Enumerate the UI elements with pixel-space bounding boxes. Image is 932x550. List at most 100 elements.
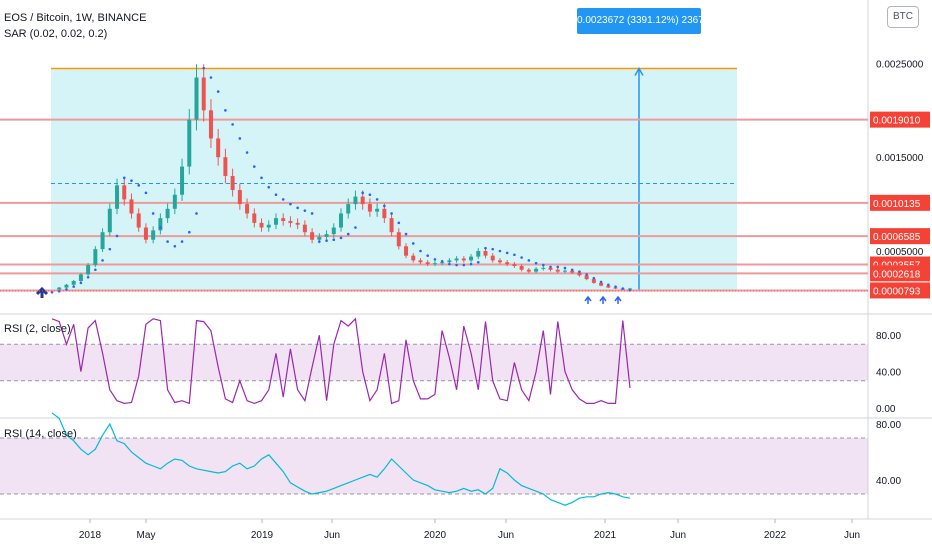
sar-dot <box>115 234 119 238</box>
sar-dot <box>151 212 155 215</box>
level-badge-label: 0.0010135 <box>873 199 921 210</box>
candle-body <box>57 287 62 290</box>
sar-dot <box>346 232 350 236</box>
level-badge-label: 0.0006585 <box>873 232 921 243</box>
candle-body <box>143 227 148 240</box>
sar-dot <box>433 258 437 261</box>
level-badge <box>870 111 930 128</box>
sar-dot <box>614 285 617 288</box>
candle-body <box>346 204 351 214</box>
candle-body <box>64 284 69 288</box>
candle-body <box>208 110 213 139</box>
sar-dot <box>180 240 184 243</box>
sar-dot <box>195 212 198 215</box>
candle-body <box>425 262 430 265</box>
sar-dot <box>585 273 588 276</box>
sar-dot <box>426 254 430 257</box>
sar-dot <box>411 242 415 245</box>
time-tick-label: 2018 <box>79 530 102 541</box>
candle-body <box>476 250 481 257</box>
level-badge <box>870 228 930 245</box>
candle-body <box>440 262 445 264</box>
sar-dot <box>65 288 68 291</box>
sar-dot <box>79 281 83 285</box>
candle-body <box>519 265 524 270</box>
candle-body <box>78 274 83 281</box>
level-badge-label: 0.0019010 <box>873 116 921 127</box>
candle-body <box>107 208 112 233</box>
sar-dot <box>245 151 249 154</box>
sar-dot <box>375 198 379 201</box>
candle-body <box>115 185 120 209</box>
candle-body <box>628 288 632 290</box>
candle-body <box>505 262 510 265</box>
rsi14-tick-label: 40.00 <box>876 476 901 487</box>
candle-body <box>584 275 589 280</box>
sar-dot <box>303 209 307 212</box>
sar-dot <box>86 275 90 279</box>
candle-body <box>512 264 517 266</box>
candle-body <box>71 280 76 285</box>
candle-body <box>396 232 401 247</box>
candle-body <box>418 260 423 263</box>
candle-body <box>100 232 105 250</box>
candle-body <box>447 260 452 263</box>
rsi2-title: RSI (2, close) <box>4 323 71 335</box>
candle-body <box>302 224 307 233</box>
sar-dot <box>332 238 336 242</box>
time-tick-label: 2019 <box>251 530 274 541</box>
sar-dot <box>570 268 574 272</box>
currency-badge[interactable]: BTC <box>887 6 919 28</box>
candle-body <box>310 232 315 240</box>
measure-label: 0.0023672 (3391.12%) 23672 <box>577 8 709 34</box>
sar-dot <box>216 90 220 93</box>
sar-dot <box>592 276 596 280</box>
candle-body <box>389 218 394 233</box>
sar-dot <box>101 259 104 262</box>
candle-body <box>570 270 575 273</box>
rsi2-line <box>51 317 631 405</box>
level-badge-label: 0.0000793 <box>873 286 921 297</box>
sar-dot <box>122 176 126 180</box>
candle-body <box>469 256 474 261</box>
candle-body <box>273 218 278 225</box>
candle-body <box>230 175 235 191</box>
sar-dot <box>267 185 271 189</box>
sar-dot <box>202 66 206 70</box>
sar-dot <box>281 198 285 201</box>
sar-dot <box>108 247 112 251</box>
time-tick-label: 2020 <box>424 530 447 541</box>
candle-body <box>187 119 192 167</box>
sar-dot <box>455 263 458 267</box>
sar-dot <box>549 265 552 269</box>
rsi14-title: RSI (14, close) <box>4 428 77 440</box>
sar-dot <box>505 251 509 255</box>
time-tick-label: Jun <box>498 530 514 541</box>
sar-dot <box>57 290 61 293</box>
candle-body <box>562 270 567 272</box>
signal-arrow-icon <box>584 295 592 304</box>
sar-dot <box>94 268 97 272</box>
measure-arrow-head <box>634 66 644 76</box>
rsi2-tick-label: 80.00 <box>876 331 901 342</box>
sar-dot <box>390 212 393 215</box>
candle-body <box>367 204 372 212</box>
sar-dot <box>224 109 227 112</box>
time-tick-label: Jun <box>324 530 340 541</box>
candle-body <box>86 265 91 275</box>
candle-body <box>461 258 466 261</box>
symbol-title: EOS / Bitcoin, 1W, BINANCE <box>4 12 147 24</box>
sar-dot <box>534 261 538 265</box>
sar-dot <box>289 202 292 206</box>
signal-arrow-icon <box>599 295 607 304</box>
candle-body <box>180 166 185 195</box>
candle-body <box>541 267 546 269</box>
rsi2-band <box>0 344 868 381</box>
measure-box <box>51 68 737 291</box>
sar-dot <box>440 260 444 263</box>
sar-dot <box>144 191 148 195</box>
price-tick-label: 0.0015000 <box>876 153 924 164</box>
rsi2-tick-label: 40.00 <box>876 368 901 379</box>
sar-dot <box>397 221 401 225</box>
